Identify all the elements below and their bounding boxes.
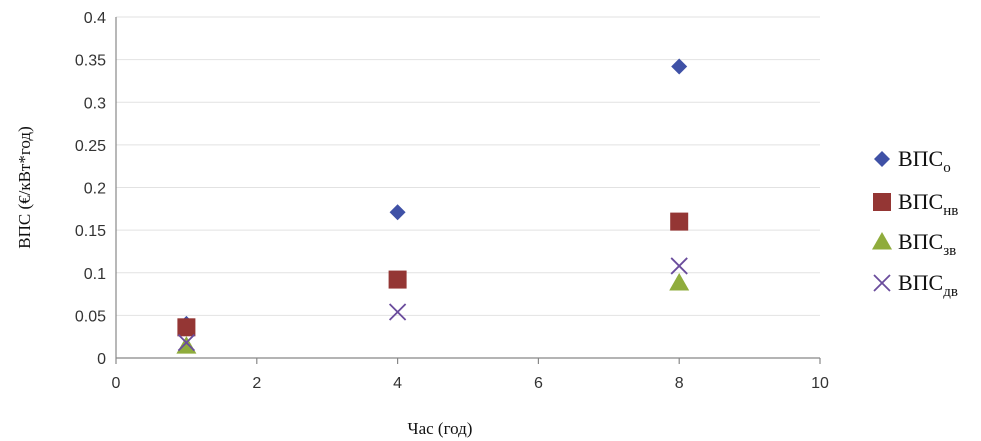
x-tick-label: 0 [112, 375, 121, 392]
y-tick-label: 0.3 [84, 95, 106, 112]
data-point-triangle [176, 336, 197, 354]
y-tick-label: 0.1 [84, 266, 106, 283]
legend: ВПСо ВПСнв ВПСзв ВПСдв [872, 146, 958, 300]
axes [115, 17, 821, 364]
data-point-x [177, 334, 196, 352]
data-points [176, 58, 690, 354]
data-point-square [670, 212, 689, 231]
x-tick-label: 6 [534, 375, 543, 392]
y-tick-label: 0.05 [75, 308, 106, 325]
x-axis-label: Час (год) [408, 419, 473, 438]
data-point-diamond [671, 58, 688, 75]
legend-entry: ВПСдв [898, 270, 958, 300]
legend-entry: ВПСнв [898, 189, 958, 219]
y-axis-label: ВПС (€/кВт*год) [15, 126, 34, 249]
y-tick-label: 0.4 [84, 10, 106, 27]
x-tick-label: 10 [811, 375, 829, 392]
legend-entry: ВПСзв [898, 229, 956, 259]
data-point-triangle [669, 272, 690, 291]
y-tick-label: 0 [97, 351, 106, 368]
x-tick-label: 2 [252, 375, 261, 392]
y-tick-label: 0.15 [75, 223, 106, 240]
data-point-x [388, 303, 407, 321]
y-tick-label: 0.35 [75, 53, 106, 70]
y-tick-labels: 0 0.05 0.1 0.15 0.2 0.25 0.3 0.35 0.4 [75, 10, 106, 368]
x-tick-labels: 0 2 4 6 8 10 [112, 375, 829, 392]
legend-entry: ВПСо [898, 146, 951, 176]
y-tick-label: 0.25 [75, 138, 106, 155]
x-tick-label: 4 [393, 375, 402, 392]
data-point-square [177, 318, 196, 337]
legend-marker-square [873, 193, 891, 211]
y-tick-label: 0.2 [84, 181, 106, 198]
data-point-square [388, 270, 407, 289]
data-point-diamond [389, 204, 406, 221]
data-point-x [670, 257, 688, 275]
x-tick-label: 8 [675, 375, 684, 392]
legend-marker-x [873, 274, 891, 292]
legend-marker-diamond [874, 151, 890, 167]
gridlines [116, 16, 820, 316]
legend-marker-triangle [872, 232, 892, 250]
